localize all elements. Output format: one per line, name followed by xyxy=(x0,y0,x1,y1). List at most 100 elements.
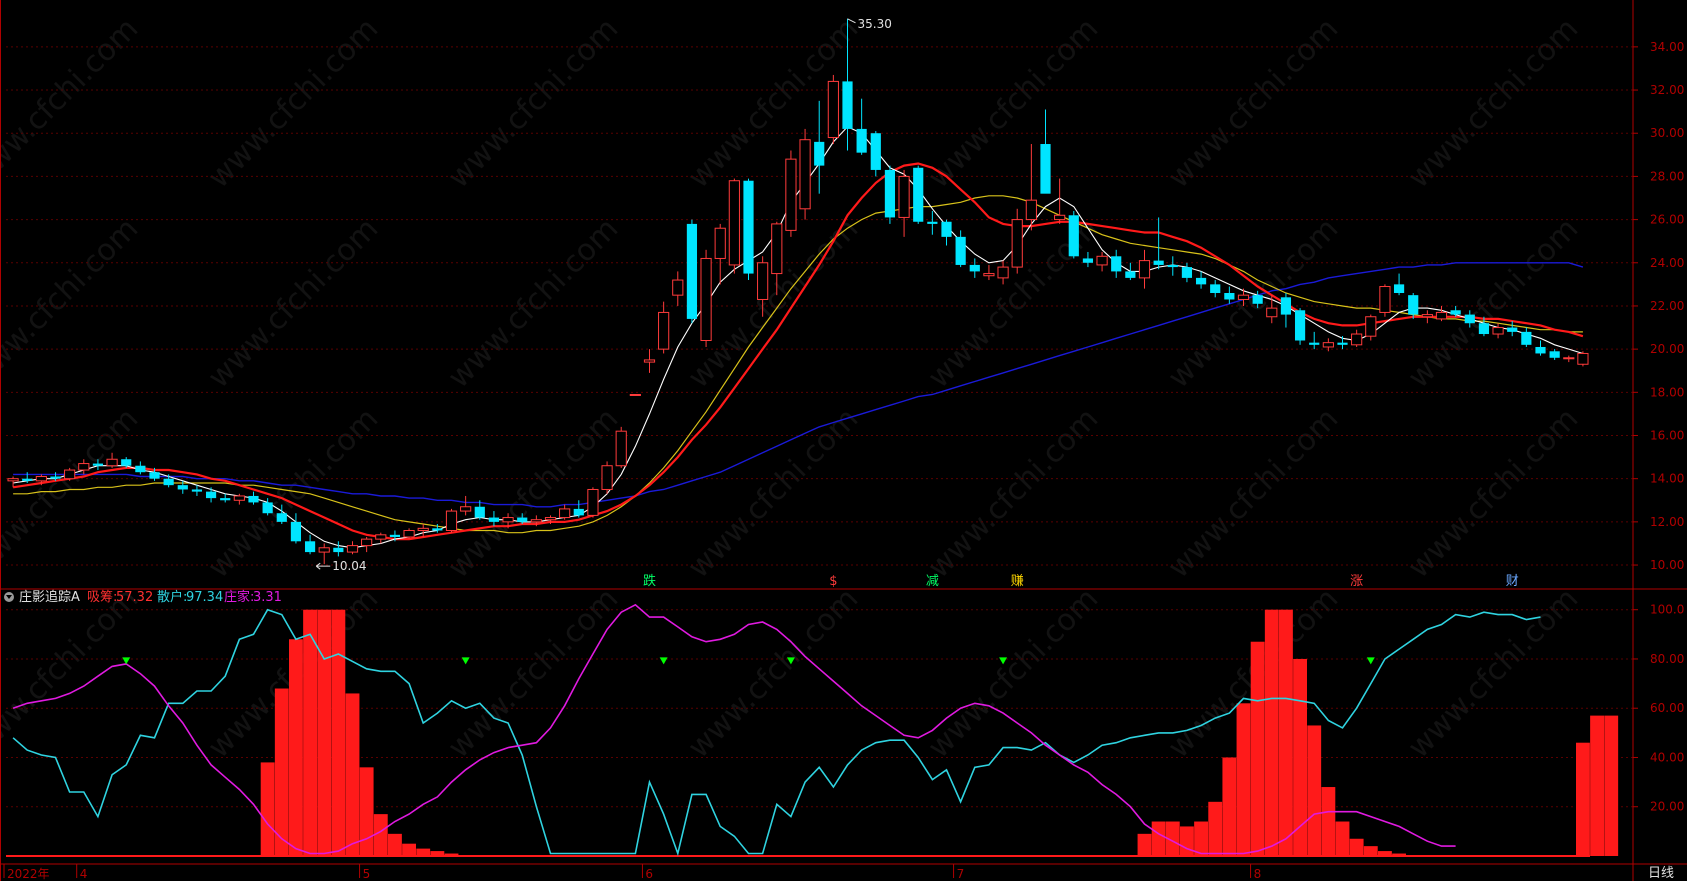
candle-body xyxy=(1181,267,1193,278)
low-marker xyxy=(315,562,331,570)
xichou-bar xyxy=(1179,826,1194,856)
xichou-bar xyxy=(1307,725,1322,856)
legend-zhuangjia-label: 庄家: xyxy=(224,589,254,605)
xichou-bar xyxy=(1377,851,1392,856)
candle xyxy=(488,511,500,527)
xichou-bar xyxy=(1590,715,1605,856)
candle xyxy=(177,480,188,494)
candle-body xyxy=(290,521,302,542)
candle-body xyxy=(1521,331,1532,345)
candle xyxy=(601,461,613,494)
candle-body xyxy=(1252,295,1263,304)
y-tick-label: 18.00 xyxy=(1650,385,1684,399)
candle-body xyxy=(276,513,287,522)
osc-y-tick-label: 20.00 xyxy=(1650,800,1684,814)
candle-body xyxy=(743,180,754,274)
candle xyxy=(1478,316,1490,337)
xichou-bar xyxy=(1293,658,1308,856)
candle xyxy=(672,271,684,306)
candle xyxy=(842,18,853,151)
candle-body xyxy=(474,506,485,518)
x-tick-label: 4 xyxy=(80,867,88,881)
sanhu-line xyxy=(12,608,1541,857)
candle xyxy=(205,487,217,503)
candle-body xyxy=(262,502,273,514)
candle xyxy=(233,493,245,505)
candle-body xyxy=(969,264,980,272)
xichou-bar xyxy=(317,609,332,856)
candle xyxy=(544,515,557,525)
candle xyxy=(1337,336,1348,350)
candle-body xyxy=(1421,314,1433,318)
candle xyxy=(1096,251,1108,272)
candle xyxy=(643,349,656,373)
candle xyxy=(913,165,924,224)
candle-body xyxy=(898,175,910,218)
candle xyxy=(432,524,443,533)
candle-body xyxy=(1167,264,1178,268)
candle-body xyxy=(22,478,33,481)
signal-label: 财 xyxy=(1506,574,1519,589)
candle-body xyxy=(927,221,938,224)
candle xyxy=(573,500,584,518)
candle xyxy=(1365,314,1377,341)
candle xyxy=(262,498,273,516)
candle-body xyxy=(460,506,472,512)
candle xyxy=(686,219,698,324)
candle-body xyxy=(1138,260,1151,279)
candle xyxy=(1167,256,1178,276)
candle-body xyxy=(1549,351,1560,358)
candle-body xyxy=(135,465,146,473)
down-arrow-icon xyxy=(1366,657,1375,665)
candle-body xyxy=(1153,260,1164,265)
candle xyxy=(1577,351,1589,367)
candle-body xyxy=(714,227,726,259)
candle-body xyxy=(50,476,61,479)
candle xyxy=(827,74,839,145)
candle-body xyxy=(92,463,104,466)
candlestick-layer xyxy=(7,18,1589,565)
down-arrow-icon xyxy=(122,657,131,665)
candle-body xyxy=(1210,284,1221,293)
candle xyxy=(346,541,359,555)
osc-y-tick-label: 80.00 xyxy=(1650,652,1684,666)
candle xyxy=(856,98,867,155)
candle xyxy=(969,258,980,278)
signal-label: 减 xyxy=(926,574,939,589)
candle-body xyxy=(64,469,76,480)
candle xyxy=(1224,286,1235,304)
candle xyxy=(587,487,599,518)
signal-label: 赚 xyxy=(1011,573,1024,589)
candle xyxy=(1111,249,1122,278)
x-tick-label: 7 xyxy=(957,867,965,881)
candle xyxy=(615,426,627,468)
candle-body xyxy=(1011,219,1023,268)
period-label[interactable]: 日线 xyxy=(1648,866,1674,881)
candle xyxy=(417,524,429,537)
candle-body xyxy=(318,547,330,553)
candle xyxy=(92,459,104,471)
xichou-bar xyxy=(1575,742,1590,856)
xichou-bar xyxy=(1264,609,1279,856)
xichou-bar xyxy=(1349,838,1364,856)
candle-body xyxy=(220,498,231,501)
annotation-layer: 35.30 10.04 跌 $ 减 赚 涨 财 xyxy=(315,17,1519,589)
candle xyxy=(290,513,302,544)
candle xyxy=(78,459,90,475)
candle-body xyxy=(728,180,740,266)
candle-body xyxy=(559,508,571,519)
candle-body xyxy=(884,169,896,218)
candle xyxy=(1210,280,1221,298)
candle xyxy=(814,100,825,194)
candle xyxy=(1294,308,1306,345)
x-tick-label: 5 xyxy=(363,867,371,881)
candle-body xyxy=(1195,277,1207,285)
xichou-bar xyxy=(1250,641,1265,856)
candle xyxy=(941,219,952,246)
oscillator-layer xyxy=(6,603,1619,857)
candle xyxy=(1082,251,1094,268)
candle-body xyxy=(149,472,160,479)
xichou-bar xyxy=(402,843,417,856)
candle-body xyxy=(361,538,373,547)
candle-body xyxy=(997,266,1009,279)
